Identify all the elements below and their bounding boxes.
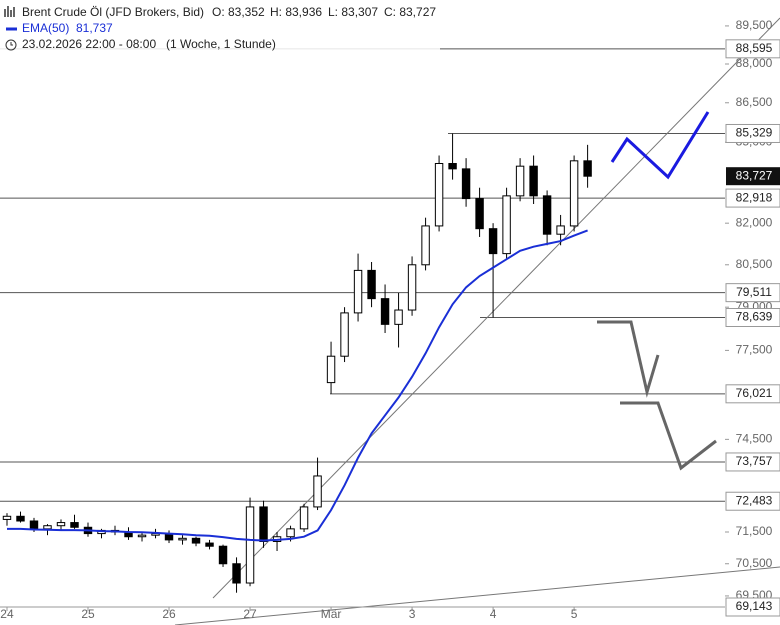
ema-line bbox=[7, 229, 588, 542]
clock-icon bbox=[5, 39, 17, 51]
candle-body bbox=[137, 534, 147, 538]
x-tick-label: Mär bbox=[321, 607, 342, 621]
level-label: 79,511 bbox=[736, 285, 772, 299]
candle-body bbox=[299, 506, 309, 530]
level-box bbox=[725, 308, 780, 328]
candle-body bbox=[461, 168, 471, 200]
x-tick-label: 4 bbox=[490, 607, 497, 621]
x-tick-label: 25 bbox=[81, 607, 95, 621]
candle-body bbox=[367, 269, 376, 300]
candle-body bbox=[394, 309, 403, 325]
interval: (1 Woche, 1 Stunde) bbox=[166, 37, 276, 51]
header: Brent Crude Öl (JFD Brokers, Bid) O: 83,… bbox=[0, 0, 440, 54]
candle-body bbox=[353, 269, 363, 314]
scenario-down bbox=[597, 320, 660, 398]
level-label: 82,918 bbox=[736, 190, 773, 204]
ohlc: L: 83,307 bbox=[328, 5, 378, 19]
axis-layer: 24252627Mär34589,50088,00086,50085,00082… bbox=[0, 18, 780, 621]
chart-icon bbox=[4, 6, 15, 17]
candle-body bbox=[583, 160, 592, 177]
ohlc: C: 83,727 bbox=[384, 5, 436, 19]
candle-body bbox=[448, 162, 457, 170]
y-tick-label: 89,500 bbox=[736, 18, 773, 32]
level-box bbox=[725, 188, 780, 208]
ohlc: O: 83,352 bbox=[212, 5, 265, 19]
level-box bbox=[725, 597, 780, 617]
candle-body bbox=[245, 506, 255, 584]
candle-body bbox=[70, 522, 79, 528]
candle-body bbox=[205, 542, 214, 547]
candle-body bbox=[313, 475, 322, 508]
level-label: 88,595 bbox=[736, 41, 773, 55]
candle-body bbox=[56, 522, 66, 527]
symbol: Brent Crude Öl (JFD Brokers, Bid) bbox=[22, 5, 204, 19]
candle-body bbox=[515, 165, 525, 197]
candle-body bbox=[380, 298, 390, 325]
level-box bbox=[725, 39, 780, 59]
level-box bbox=[725, 491, 780, 511]
x-tick-label: 27 bbox=[243, 607, 257, 621]
x-tick-label: 24 bbox=[0, 607, 14, 621]
scenario-down bbox=[620, 401, 717, 471]
candle-body bbox=[191, 537, 201, 544]
candle-body bbox=[29, 520, 39, 530]
level-label: 72,483 bbox=[736, 493, 773, 507]
candle-body bbox=[2, 515, 12, 520]
level-label: 73,757 bbox=[736, 454, 773, 468]
level-box bbox=[725, 384, 780, 404]
y-tick-label: 77,500 bbox=[736, 343, 773, 357]
level-box bbox=[725, 283, 780, 303]
candle-body bbox=[232, 563, 241, 584]
candle-body bbox=[421, 225, 430, 266]
candle-body bbox=[286, 528, 295, 538]
indicator-value: 81,737 bbox=[76, 21, 113, 35]
marks-layer bbox=[2, 133, 592, 593]
grid-layer bbox=[0, 48, 725, 502]
candle-body bbox=[502, 195, 511, 255]
scenario-up bbox=[610, 111, 710, 180]
legend-label: EMA(50) bbox=[22, 21, 69, 35]
candle-body bbox=[488, 228, 498, 255]
y-tick-label: 82,000 bbox=[736, 215, 773, 229]
candle-body bbox=[434, 162, 444, 227]
y-tick-label: 86,500 bbox=[736, 95, 773, 109]
level-box bbox=[725, 452, 780, 472]
level-label: 76,021 bbox=[736, 386, 773, 400]
candle-body bbox=[475, 198, 484, 230]
level-label: 69,143 bbox=[736, 599, 773, 613]
candle-body bbox=[43, 525, 52, 530]
candle-body bbox=[16, 515, 25, 522]
ohlc: H: 83,936 bbox=[270, 5, 322, 19]
level-label: 85,329 bbox=[736, 126, 773, 140]
last-price-label: 83,727 bbox=[736, 168, 773, 182]
candle-body bbox=[407, 264, 417, 311]
period: 23.02.2026 22:00 - 08:00 bbox=[22, 37, 156, 51]
x-tick-label: 5 bbox=[571, 607, 578, 621]
x-tick-label: 26 bbox=[162, 607, 176, 621]
y-tick-label: 74,500 bbox=[736, 432, 773, 446]
y-tick-label: 80,500 bbox=[736, 257, 773, 271]
candle-body bbox=[259, 506, 268, 542]
candle-body bbox=[569, 160, 579, 227]
trend-line bbox=[174, 566, 780, 625]
y-tick-label: 71,500 bbox=[736, 524, 773, 538]
candle-body bbox=[556, 225, 565, 235]
clock-hands bbox=[10, 42, 13, 46]
y-tick-label: 88,000 bbox=[736, 56, 773, 70]
last-price-box bbox=[726, 167, 780, 186]
y-tick-label: 70,500 bbox=[736, 556, 773, 570]
header-bg bbox=[0, 0, 440, 54]
candle-body bbox=[218, 545, 228, 565]
level-label: 78,639 bbox=[736, 310, 773, 324]
x-tick-label: 3 bbox=[409, 607, 416, 621]
trend-line bbox=[212, 17, 780, 599]
level-box bbox=[725, 123, 780, 143]
candle-body bbox=[326, 355, 336, 384]
candle-body bbox=[529, 165, 538, 197]
candle-body bbox=[542, 195, 552, 235]
candle-body bbox=[178, 537, 187, 541]
candle-body bbox=[340, 312, 349, 357]
